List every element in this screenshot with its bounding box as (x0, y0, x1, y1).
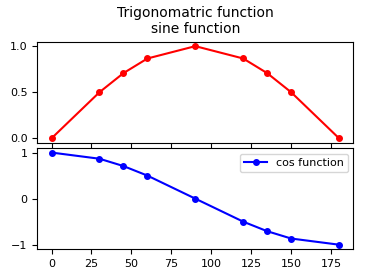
cos function (193, 197, 198, 200)
cos function (49, 151, 54, 154)
Legend: cos function: cos function (240, 153, 348, 172)
Line: cos function: cos function (49, 150, 342, 247)
cos function (145, 174, 150, 177)
cos function (265, 230, 269, 233)
cos function (289, 237, 294, 240)
Title: Trigonomatric function
sine function: Trigonomatric function sine function (117, 6, 274, 36)
cos function (337, 243, 341, 246)
cos function (97, 157, 102, 160)
cos function (121, 164, 126, 168)
cos function (241, 220, 246, 223)
